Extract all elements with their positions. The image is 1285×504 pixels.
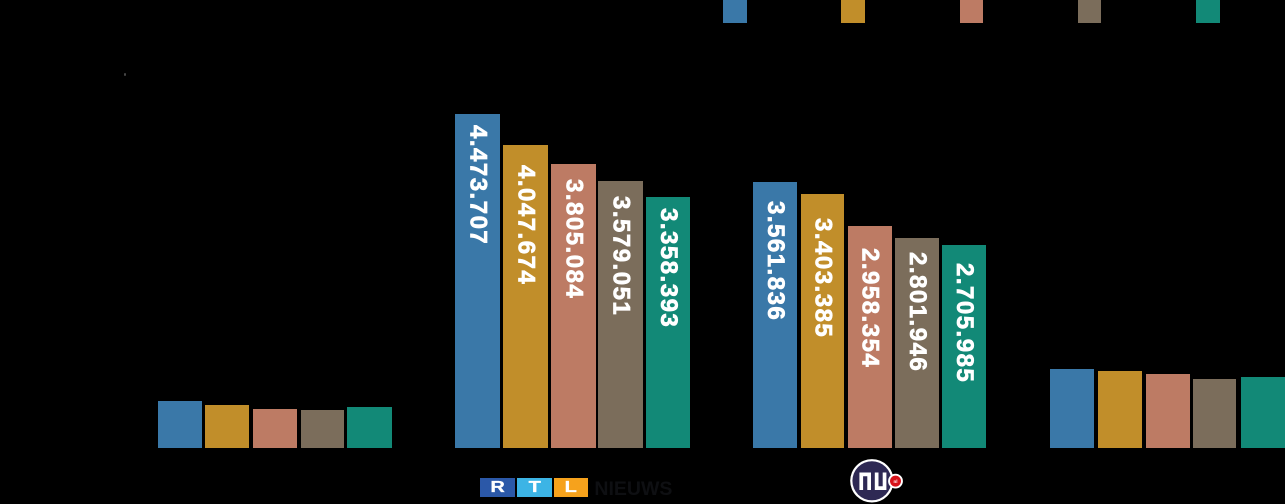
svg-text:nl: nl <box>894 479 898 484</box>
